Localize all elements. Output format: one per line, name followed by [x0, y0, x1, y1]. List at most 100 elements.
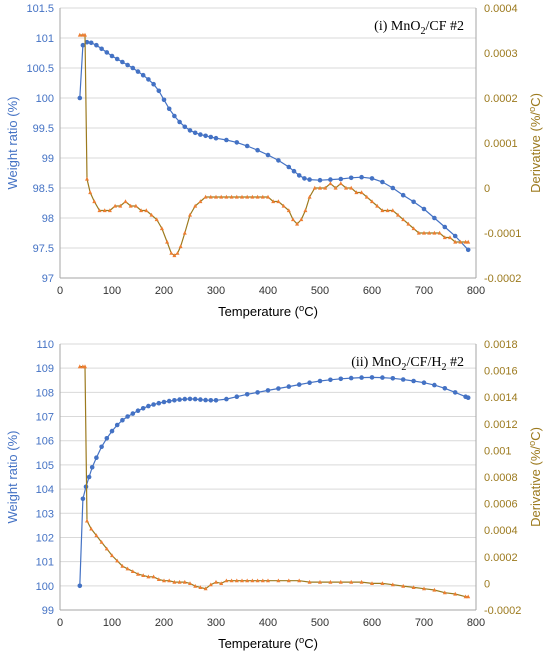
derivative-point	[307, 194, 312, 199]
weight-ratio-point	[390, 185, 396, 191]
weight-ratio-point	[88, 40, 94, 46]
derivative-point	[411, 226, 416, 231]
weight-ratio-point	[465, 247, 471, 253]
x-tick-label: 600	[363, 617, 381, 629]
derivative-point	[390, 582, 395, 587]
weight-ratio-point	[380, 179, 385, 185]
derivative-point	[375, 203, 380, 208]
derivative-point	[149, 212, 154, 217]
derivative-point	[359, 190, 364, 195]
derivative-point	[83, 32, 87, 37]
derivative-point	[104, 546, 109, 551]
derivative-point	[380, 208, 385, 213]
weight-ratio-point	[120, 59, 125, 65]
y-tick-label: 106	[36, 436, 54, 448]
weight-ratio-point	[400, 192, 406, 198]
derivative-point	[437, 230, 442, 235]
weight-ratio-point	[146, 403, 151, 409]
derivative-point	[276, 199, 281, 204]
derivative-point	[136, 571, 140, 576]
y-axis-label: Weight ratio (%)	[5, 97, 20, 190]
derivative-point	[364, 194, 369, 199]
derivative-point	[203, 586, 208, 591]
derivative-point	[229, 194, 234, 199]
derivative-point	[188, 212, 192, 217]
derivative-point	[385, 208, 390, 213]
derivative-point	[245, 578, 250, 583]
derivative-point	[113, 203, 118, 208]
y-tick-label: 110	[36, 339, 54, 351]
derivative-point	[422, 230, 426, 235]
derivative-point	[156, 577, 161, 581]
weight-ratio-point	[125, 414, 130, 419]
derivative-point	[463, 594, 468, 599]
derivative-point	[291, 217, 295, 222]
derivative-point	[250, 578, 255, 583]
weight-ratio-point	[182, 124, 188, 130]
weight-ratio-point	[182, 396, 188, 402]
derivative-point	[333, 185, 338, 190]
y2-axis-label: Derivative (%/oC)	[527, 93, 543, 193]
x-tick-label: 400	[259, 285, 277, 297]
y2-tick-label: 0.0004	[484, 525, 518, 537]
weight-ratio-point	[130, 65, 136, 71]
derivative-point	[349, 579, 354, 584]
derivative-point	[328, 181, 333, 186]
x-tick-label: 200	[155, 285, 173, 297]
y-tick-label: 99	[42, 605, 54, 617]
weight-ratio-point	[120, 417, 125, 423]
chart-panel-2: 0 100 200 300 400 500 600 700 800 99 100 101 102 103 1…	[5, 339, 543, 651]
x-tick-label: 700	[415, 285, 433, 297]
derivative-point	[172, 253, 177, 258]
derivative-point	[208, 582, 213, 587]
weight-ratio-point	[198, 397, 203, 402]
derivative-point	[198, 585, 203, 589]
weight-ratio-point	[224, 396, 229, 402]
weight-ratio-point	[172, 398, 177, 403]
derivative-point	[312, 185, 317, 190]
y-tick-label: 98	[42, 213, 54, 225]
derivative-point	[151, 574, 156, 579]
weight-ratio-point	[125, 62, 130, 68]
weight-ratio-point	[265, 388, 271, 393]
derivative-point	[77, 32, 82, 37]
derivative-point	[234, 194, 239, 199]
weight-ratio-point	[187, 128, 193, 133]
derivative-point	[219, 581, 224, 585]
weight-ratio-point	[255, 390, 260, 395]
y2-tick-label: 0	[484, 578, 490, 590]
weight-ratio-point	[99, 444, 104, 450]
x-tick-label: 0	[57, 285, 63, 297]
weight-ratio-point	[114, 422, 120, 428]
weight-ratio-point	[276, 158, 281, 163]
derivative-point	[260, 578, 265, 583]
derivative-point	[167, 578, 172, 583]
y2-tick-label: 0.0012	[484, 419, 518, 431]
weight-ratio-point	[203, 133, 208, 139]
weight-ratio-point	[276, 386, 281, 391]
weight-ratio-point	[99, 46, 104, 52]
derivative-point	[390, 208, 395, 213]
derivative-point	[442, 235, 447, 240]
derivative-point	[118, 203, 123, 208]
derivative-point	[224, 194, 229, 199]
derivative-point	[182, 579, 187, 584]
x-axis-label: Temperature (oC)	[218, 635, 318, 651]
derivative-point	[146, 574, 151, 579]
weight-ratio-point	[432, 382, 437, 388]
derivative-point	[83, 364, 87, 369]
derivative-point	[323, 185, 328, 190]
weight-ratio-point	[348, 375, 354, 381]
weight-ratio-point	[286, 164, 292, 170]
derivative-point	[255, 578, 260, 583]
weight-ratio-point	[338, 376, 344, 382]
weight-ratio-point	[172, 113, 177, 119]
weight-ratio-point	[94, 455, 99, 461]
derivative-point	[416, 230, 421, 235]
weight-ratio-point	[151, 402, 156, 407]
derivative-point	[203, 194, 208, 199]
x-tick-label: 0	[57, 617, 63, 629]
y2-axis-label: Derivative (%/oC)	[527, 427, 543, 527]
weight-ratio-point	[80, 42, 86, 48]
y2-tick-label: 0.001	[484, 445, 512, 457]
